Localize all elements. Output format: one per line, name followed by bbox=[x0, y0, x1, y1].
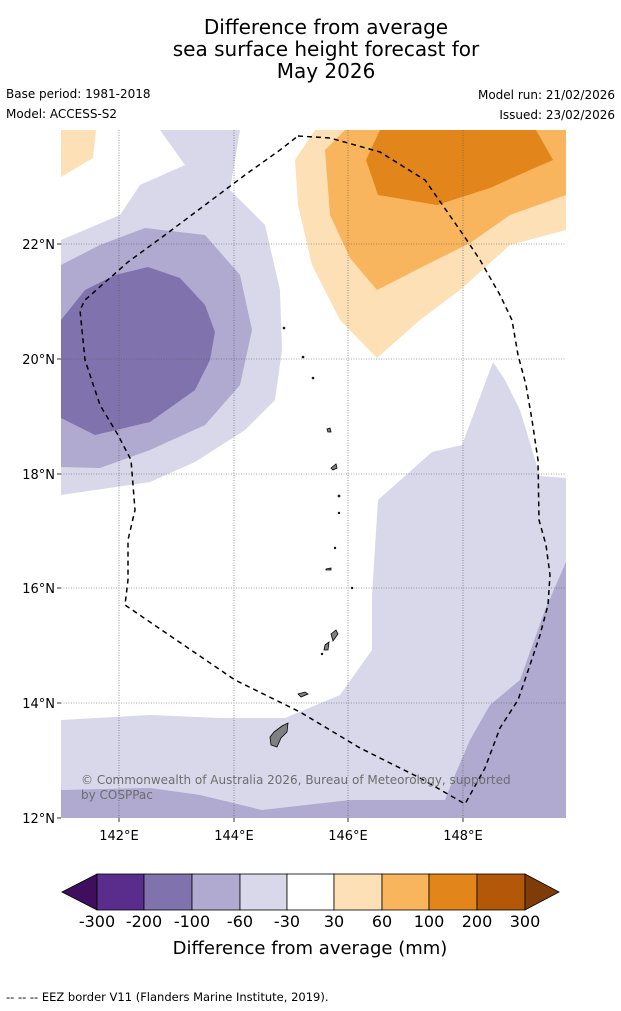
colorbar-bin bbox=[286, 873, 335, 911]
island-dot-6 bbox=[333, 546, 337, 550]
island-saipan bbox=[330, 629, 339, 642]
latitude-labels: 22°N 20°N 18°N 16°N 14°N 12°N bbox=[22, 238, 55, 827]
colorbar bbox=[61, 873, 560, 911]
base-period: Base period: 1981-2018 bbox=[6, 87, 151, 101]
islands bbox=[269, 326, 354, 748]
colorbar-tick: -200 bbox=[126, 912, 162, 931]
colorbar-tick: 60 bbox=[372, 912, 392, 931]
axis-ticks bbox=[57, 243, 464, 822]
island-dot-2 bbox=[301, 355, 305, 359]
model-name: Model: ACCESS-S2 bbox=[6, 107, 118, 121]
colorbar-tick: -30 bbox=[274, 912, 300, 931]
colorbar-tick: -300 bbox=[79, 912, 115, 931]
lat-label: 20°N bbox=[22, 353, 55, 368]
island-dot-5 bbox=[337, 511, 341, 515]
island-tinian bbox=[323, 641, 330, 651]
lon-label: 142°E bbox=[99, 829, 139, 844]
island-rota bbox=[297, 691, 309, 698]
colorbar-bin bbox=[428, 873, 478, 911]
lat-label: 18°N bbox=[22, 468, 55, 483]
island-small-2 bbox=[330, 463, 338, 471]
colorbar-bin bbox=[476, 873, 526, 911]
attribution-line-2: by COSPPac bbox=[81, 788, 153, 802]
lat-label: 22°N bbox=[22, 238, 55, 253]
map-area: © Commonwealth of Australia 2026, Bureau… bbox=[61, 130, 566, 818]
colorbar-tick: -60 bbox=[227, 912, 253, 931]
island-dot-4 bbox=[337, 494, 341, 498]
colorbar-tick: 200 bbox=[462, 912, 493, 931]
map-title: Difference from average sea surface heig… bbox=[0, 16, 621, 82]
lon-label: 144°E bbox=[214, 829, 254, 844]
colorbar-bin bbox=[96, 873, 145, 911]
lat-label: 14°N bbox=[22, 697, 55, 712]
colorbar-bin bbox=[381, 873, 430, 911]
island-dot-8 bbox=[320, 652, 324, 656]
contour-minus60-east bbox=[61, 562, 566, 818]
colorbar-extend-high bbox=[524, 873, 560, 911]
colorbar-label: Difference from average (mm) bbox=[173, 938, 448, 959]
contour-minus30-east bbox=[61, 362, 566, 818]
colorbar-ticks: -300 -200 -100 -60 -30 30 60 100 200 300 bbox=[79, 912, 540, 931]
contour-plus100 bbox=[366, 130, 553, 205]
colorbar-bin bbox=[191, 873, 241, 911]
colorbar-bin bbox=[333, 873, 383, 911]
contour-minus100-west bbox=[61, 267, 215, 435]
gridlines bbox=[61, 130, 566, 818]
island-small-1 bbox=[325, 567, 332, 571]
colorbar-tick: 300 bbox=[510, 912, 541, 931]
eez-note: -- -- -- EEZ border V11 (Flanders Marine… bbox=[6, 990, 329, 1004]
title-line-1: Difference from average bbox=[203, 15, 449, 39]
colorbar-bin bbox=[239, 873, 288, 911]
colorbar-tick: 30 bbox=[324, 912, 344, 931]
island-small-3 bbox=[326, 427, 332, 433]
contour-plus30-northwest bbox=[61, 130, 96, 177]
title-line-3: May 2026 bbox=[276, 59, 376, 83]
lon-label: 146°E bbox=[328, 829, 368, 844]
island-dot-1 bbox=[282, 326, 286, 330]
model-run: Model run: 21/02/2026 bbox=[477, 88, 615, 102]
colorbar-bin bbox=[143, 873, 193, 911]
island-guam bbox=[269, 722, 289, 748]
lat-label: 12°N bbox=[22, 812, 55, 827]
title-line-2: sea surface height forecast for bbox=[172, 37, 480, 61]
island-dot-3 bbox=[311, 376, 315, 380]
eez-border bbox=[79, 135, 551, 806]
issued-date: Issued: 23/02/2026 bbox=[499, 108, 615, 122]
colorbar-tick: 100 bbox=[414, 912, 445, 931]
lat-label: 16°N bbox=[22, 582, 55, 597]
colorbar-tick: -100 bbox=[174, 912, 210, 931]
longitude-labels: 142°E 144°E 146°E 148°E bbox=[99, 829, 483, 844]
lon-label: 148°E bbox=[443, 829, 483, 844]
colorbar-extend-low bbox=[61, 873, 98, 911]
attribution-line-1: © Commonwealth of Australia 2026, Bureau… bbox=[81, 773, 511, 787]
